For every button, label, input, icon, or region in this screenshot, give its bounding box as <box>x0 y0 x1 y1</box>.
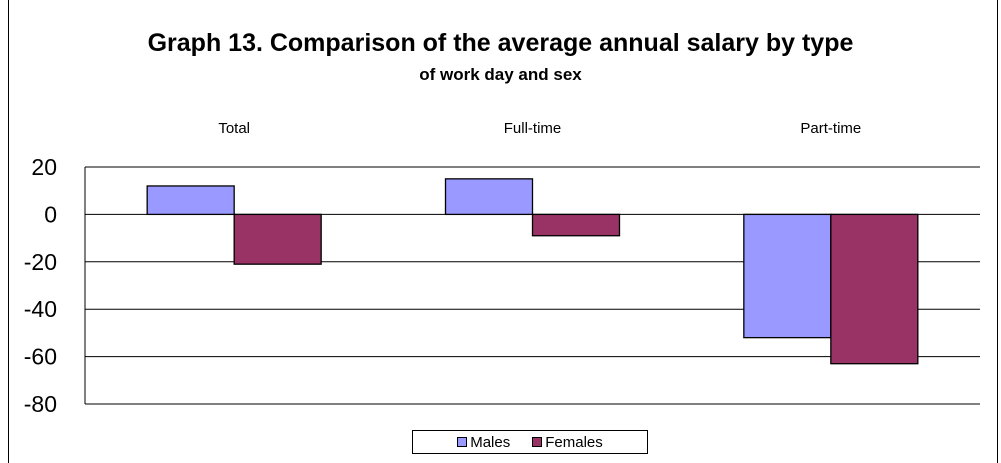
legend-swatch-females <box>532 437 543 447</box>
category-label: Part-time <box>800 120 861 137</box>
chart-title: Graph 13. Comparison of the average annu… <box>147 29 854 57</box>
y-tick-label: -40 <box>24 296 57 322</box>
category-label: Full-time <box>504 120 562 137</box>
bar-females-full-time <box>531 213 621 237</box>
legend-swatch-males <box>457 437 468 447</box>
bar-males-full-time <box>444 178 534 216</box>
legend-item-females: Females <box>532 434 603 451</box>
chart-frame <box>8 0 998 463</box>
chart-legend: Males Females <box>412 430 648 454</box>
y-tick-label: 0 <box>44 201 57 227</box>
bar-males-part-time <box>743 213 832 339</box>
bar-females-part-time <box>830 213 919 365</box>
y-tick-label: -80 <box>24 391 57 417</box>
category-label: Total <box>218 120 250 137</box>
y-tick-label: -20 <box>24 249 57 275</box>
bar-males-total <box>146 185 235 216</box>
legend-label-females: Females <box>545 433 603 451</box>
chart-subtitle: of work day and sex <box>419 65 582 84</box>
y-tick-label: -60 <box>24 344 57 370</box>
legend-item-males: Males <box>457 434 510 451</box>
legend-label-males: Males <box>470 433 511 451</box>
y-tick-label: 20 <box>31 154 57 180</box>
bar-females-total <box>233 213 322 265</box>
